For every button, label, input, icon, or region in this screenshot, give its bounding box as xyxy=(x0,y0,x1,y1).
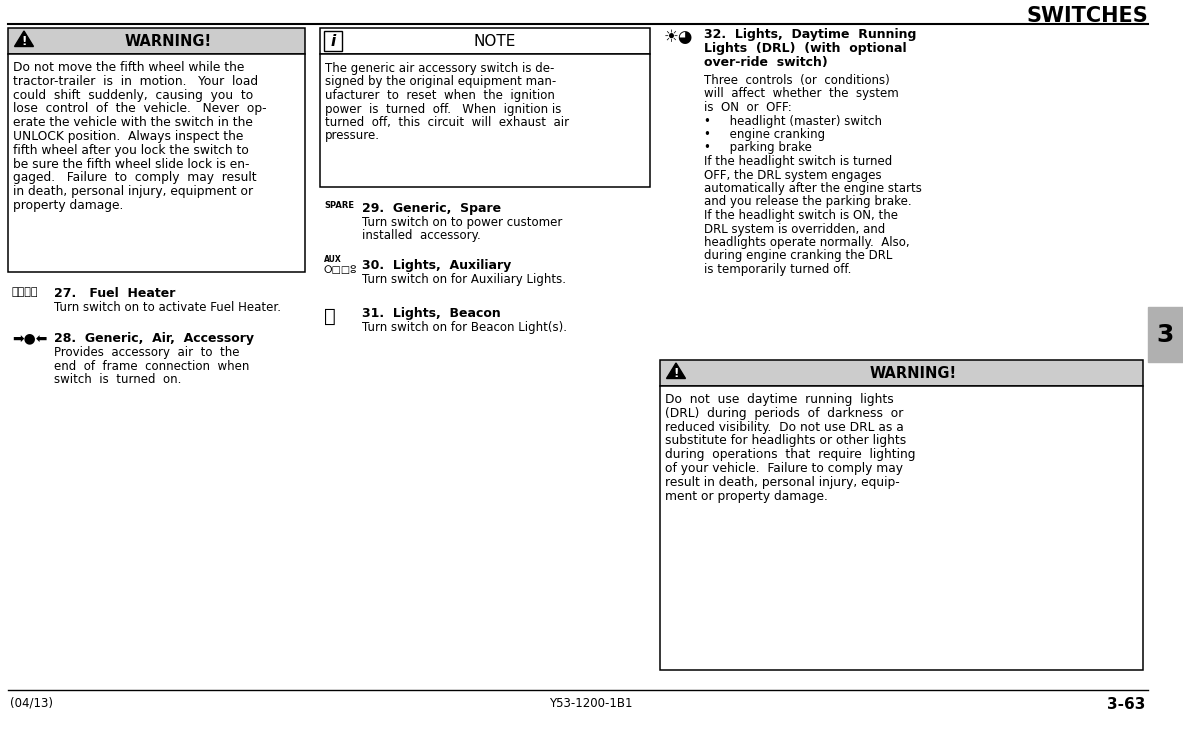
Text: Lights  (DRL)  (with  optional: Lights (DRL) (with optional xyxy=(704,42,906,55)
Text: over-ride  switch): over-ride switch) xyxy=(704,56,828,69)
Text: ☀◕: ☀◕ xyxy=(664,28,693,46)
Text: Do not move the fifth wheel while the: Do not move the fifth wheel while the xyxy=(13,61,245,74)
Text: pressure.: pressure. xyxy=(325,130,380,143)
Text: OFF, the DRL system engages: OFF, the DRL system engages xyxy=(704,168,881,182)
Text: •     parking brake: • parking brake xyxy=(704,141,812,154)
Text: 3-63: 3-63 xyxy=(1106,697,1145,712)
Text: Turn switch on to power customer: Turn switch on to power customer xyxy=(362,216,562,229)
Text: is temporarily turned off.: is temporarily turned off. xyxy=(704,263,852,276)
Text: Turn switch on to activate Fuel Heater.: Turn switch on to activate Fuel Heater. xyxy=(54,301,282,314)
Text: ➡●⬅: ➡●⬅ xyxy=(12,331,47,345)
Text: DRL system is overridden, and: DRL system is overridden, and xyxy=(704,223,885,236)
Text: switch  is  turned  on.: switch is turned on. xyxy=(54,373,181,386)
Text: during engine cranking the DRL: during engine cranking the DRL xyxy=(704,250,892,263)
Text: If the headlight switch is turned: If the headlight switch is turned xyxy=(704,155,892,168)
Text: reduced visibility.  Do not use DRL as a: reduced visibility. Do not use DRL as a xyxy=(665,421,904,433)
Text: If the headlight switch is ON, the: If the headlight switch is ON, the xyxy=(704,209,898,222)
Text: •     headlight (master) switch: • headlight (master) switch xyxy=(704,114,883,127)
Text: could  shift  suddenly,  causing  you  to: could shift suddenly, causing you to xyxy=(13,89,253,102)
Text: WARNING!: WARNING! xyxy=(870,365,957,381)
Text: !: ! xyxy=(673,367,679,380)
Bar xyxy=(8,54,305,272)
Text: end  of  frame  connection  when: end of frame connection when xyxy=(54,359,250,373)
Text: substitute for headlights or other lights: substitute for headlights or other light… xyxy=(665,434,906,447)
Text: automatically after the engine starts: automatically after the engine starts xyxy=(704,182,922,195)
Text: of your vehicle.  Failure to comply may: of your vehicle. Failure to comply may xyxy=(665,462,903,475)
Text: in death, personal injury, equipment or: in death, personal injury, equipment or xyxy=(13,185,253,198)
Text: 31.  Lights,  Beacon: 31. Lights, Beacon xyxy=(362,307,500,320)
Text: is  ON  or  OFF:: is ON or OFF: xyxy=(704,101,791,114)
Text: !: ! xyxy=(21,35,27,48)
Polygon shape xyxy=(14,31,33,47)
Text: 32.  Lights,  Daytime  Running: 32. Lights, Daytime Running xyxy=(704,28,917,41)
Bar xyxy=(319,54,649,187)
Text: Y53-1200-1B1: Y53-1200-1B1 xyxy=(549,697,633,710)
Bar xyxy=(1148,307,1183,362)
Text: i: i xyxy=(330,34,336,48)
Text: 3: 3 xyxy=(1157,323,1175,346)
Text: signed by the original equipment man-: signed by the original equipment man- xyxy=(325,75,556,89)
Bar xyxy=(660,386,1143,670)
Text: fifth wheel after you lock the switch to: fifth wheel after you lock the switch to xyxy=(13,143,248,157)
Text: 29.  Generic,  Spare: 29. Generic, Spare xyxy=(362,202,502,215)
Text: installed  accessory.: installed accessory. xyxy=(362,230,480,242)
Text: SWITCHES: SWITCHES xyxy=(1026,6,1148,26)
Text: Do  not  use  daytime  running  lights: Do not use daytime running lights xyxy=(665,393,893,406)
Text: SPARE: SPARE xyxy=(324,201,354,210)
Text: Provides  accessory  air  to  the: Provides accessory air to the xyxy=(54,346,239,359)
Text: (DRL)  during  periods  of  darkness  or: (DRL) during periods of darkness or xyxy=(665,407,904,419)
Text: erate the vehicle with the switch in the: erate the vehicle with the switch in the xyxy=(13,116,253,130)
Text: 28.  Generic,  Air,  Accessory: 28. Generic, Air, Accessory xyxy=(54,332,254,345)
Text: Turn switch on for Auxiliary Lights.: Turn switch on for Auxiliary Lights. xyxy=(362,273,565,286)
Bar xyxy=(660,360,1143,386)
Text: during  operations  that  require  lighting: during operations that require lighting xyxy=(665,448,916,461)
Text: •     engine cranking: • engine cranking xyxy=(704,128,825,141)
Text: AUX: AUX xyxy=(324,255,342,264)
Bar xyxy=(8,28,305,54)
Text: turned  off,  this  circuit  will  exhaust  air: turned off, this circuit will exhaust ai… xyxy=(325,116,569,129)
Text: ufacturer  to  reset  when  the  ignition: ufacturer to reset when the ignition xyxy=(325,89,555,102)
Text: result in death, personal injury, equip-: result in death, personal injury, equip- xyxy=(665,476,900,489)
Text: Three  controls  (or  conditions): Three controls (or conditions) xyxy=(704,74,890,87)
Text: ⛽⧈⧈⧈: ⛽⧈⧈⧈ xyxy=(12,287,39,297)
Polygon shape xyxy=(666,363,685,378)
Text: NOTE: NOTE xyxy=(474,34,516,48)
Text: gaged.   Failure  to  comply  may  result: gaged. Failure to comply may result xyxy=(13,171,257,184)
Text: be sure the fifth wheel slide lock is en-: be sure the fifth wheel slide lock is en… xyxy=(13,157,250,171)
Text: UNLOCK position.  Always inspect the: UNLOCK position. Always inspect the xyxy=(13,130,244,143)
Text: ment or property damage.: ment or property damage. xyxy=(665,490,828,503)
Text: (04/13): (04/13) xyxy=(9,697,53,710)
Text: tractor-trailer  is  in  motion.   Your  load: tractor-trailer is in motion. Your load xyxy=(13,75,258,88)
Text: lose  control  of  the  vehicle.   Never  op-: lose control of the vehicle. Never op- xyxy=(13,102,266,116)
Text: ⵔ□□ⵓ: ⵔ□□ⵓ xyxy=(324,265,357,275)
Text: Turn switch on for Beacon Light(s).: Turn switch on for Beacon Light(s). xyxy=(362,321,567,334)
Text: 27.   Fuel  Heater: 27. Fuel Heater xyxy=(54,287,175,300)
Bar xyxy=(324,31,342,51)
Text: The generic air accessory switch is de-: The generic air accessory switch is de- xyxy=(325,62,555,75)
Text: will  affect  whether  the  system: will affect whether the system xyxy=(704,88,899,100)
Text: and you release the parking brake.: and you release the parking brake. xyxy=(704,195,912,209)
Text: headlights operate normally.  Also,: headlights operate normally. Also, xyxy=(704,236,910,249)
Bar xyxy=(319,28,649,54)
Text: power  is  turned  off.   When  ignition is: power is turned off. When ignition is xyxy=(325,102,562,116)
Text: property damage.: property damage. xyxy=(13,199,123,212)
Text: 🔦: 🔦 xyxy=(324,307,336,326)
Text: WARNING!: WARNING! xyxy=(125,34,212,48)
Text: 30.  Lights,  Auxiliary: 30. Lights, Auxiliary xyxy=(362,259,511,272)
